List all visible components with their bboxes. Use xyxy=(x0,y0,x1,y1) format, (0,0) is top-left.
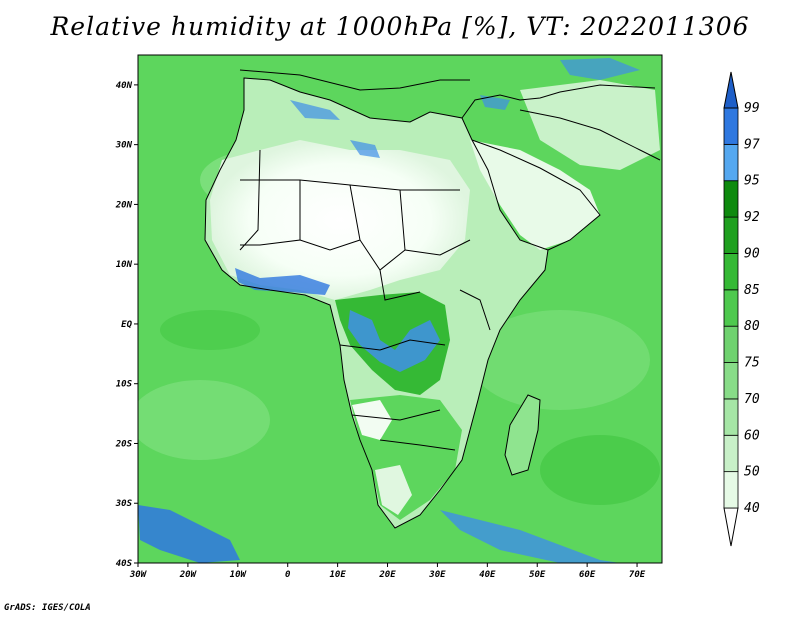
colorbar-label: 60 xyxy=(744,428,760,443)
lat-tick-label: 40N xyxy=(116,81,133,91)
lon-tick-label: 50E xyxy=(529,570,546,580)
lon-tick-label: 40E xyxy=(479,570,496,580)
map-title: Relative humidity at 1000hPa [%], VT: 20… xyxy=(50,12,750,41)
colorbar-segment xyxy=(723,362,739,400)
colorbar-segment xyxy=(723,107,739,145)
lat-tick-label: 40S xyxy=(116,559,133,569)
lat-tick-label: 30N xyxy=(115,141,133,151)
lat-tick-label: 10S xyxy=(116,380,133,390)
lon-tick-label: 20E xyxy=(378,570,396,580)
colorbar-low-arrow xyxy=(723,507,739,547)
arabia-dry-area xyxy=(470,140,600,250)
latitude-axis: 40N 30N 20N 10N EQ 10S 20S 30S 40S xyxy=(115,81,138,569)
congo-saturated-area xyxy=(348,310,440,372)
colorbar-label: 75 xyxy=(744,356,760,371)
credit-label: GrADS: IGES/COLA xyxy=(4,603,91,613)
colorbar-label: 50 xyxy=(744,465,760,480)
colorbar-label: 92 xyxy=(744,210,760,225)
colorbar-segment xyxy=(723,325,739,363)
colorbar-segment xyxy=(723,253,739,291)
lon-tick-label: 30E xyxy=(428,570,446,580)
lon-tick-label: 10W xyxy=(230,570,248,580)
humidity-field xyxy=(138,55,662,563)
lat-tick-label: 20S xyxy=(115,439,133,449)
longitude-axis: 30W 20W 10W 0 10E 20E 30E 40E 50E 60E 70E xyxy=(129,563,646,580)
lon-tick-label: 30W xyxy=(129,570,148,580)
colorbar: 40 50 60 70 75 80 85 90 92 95 97 99 xyxy=(723,71,760,547)
colorbar-label: 97 xyxy=(744,137,760,152)
colorbar-segment xyxy=(723,216,739,254)
lon-tick-label: 0 xyxy=(285,570,291,580)
colorbar-segment xyxy=(723,471,739,509)
lat-tick-label: 20N xyxy=(115,200,133,210)
lon-tick-label: 20W xyxy=(179,570,198,580)
lat-tick-label: 10N xyxy=(116,260,133,270)
colorbar-segment xyxy=(723,434,739,473)
colorbar-label: 90 xyxy=(744,246,760,261)
colorbar-label: 99 xyxy=(744,101,760,116)
lat-tick-label: 30S xyxy=(115,499,133,509)
colorbar-label: 85 xyxy=(744,283,760,298)
colorbar-label: 40 xyxy=(744,501,760,516)
colorbar-segment xyxy=(723,143,739,182)
lon-tick-label: 10E xyxy=(329,570,346,580)
lat-tick-label: EQ xyxy=(121,320,132,330)
plot-frame xyxy=(137,54,663,564)
lon-tick-label: 60E xyxy=(579,570,596,580)
lon-tick-label: 70E xyxy=(629,570,646,580)
colorbar-segment xyxy=(723,180,739,218)
colorbar-high-arrow xyxy=(723,71,739,109)
colorbar-label: 70 xyxy=(744,392,760,407)
south-atlantic-saturated xyxy=(138,505,240,563)
colorbar-label: 95 xyxy=(744,174,760,189)
colorbar-segment xyxy=(723,398,739,436)
colorbar-segment xyxy=(723,289,739,327)
coastlines xyxy=(204,69,661,529)
colorbar-label: 80 xyxy=(744,319,760,334)
